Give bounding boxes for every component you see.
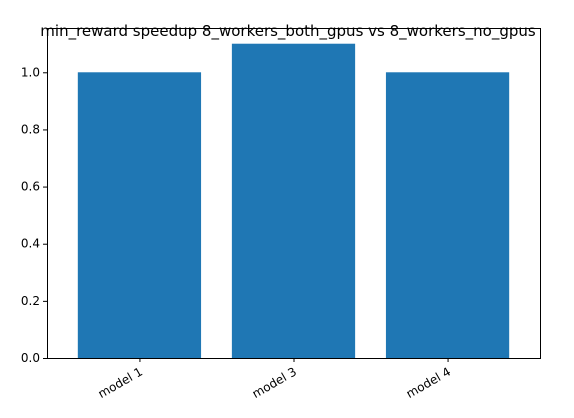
chart-title: min_reward speedup 8_workers_both_gpus v… [40,22,536,41]
bar-model-3 [231,43,356,358]
x-tick-label: model 1 [96,364,145,401]
y-tick-label: 0.6 [21,180,40,194]
plot-frame [47,28,541,359]
bar-model-4 [385,72,510,359]
y-tick-label: 0.2 [21,294,40,308]
x-tick-label: model 3 [250,364,299,401]
y-tick-label: 0.0 [21,351,40,365]
bar-model-1 [77,72,202,359]
y-axis: 0.0 0.2 0.4 0.6 0.8 1.0 [21,65,47,365]
x-axis: model 1 model 3 model 4 [96,358,453,401]
x-tick-label: model 4 [404,364,453,401]
y-tick-label: 1.0 [21,65,40,79]
y-tick-label: 0.4 [21,237,40,251]
y-tick-label: 0.8 [21,122,40,136]
bars-group [77,43,510,359]
